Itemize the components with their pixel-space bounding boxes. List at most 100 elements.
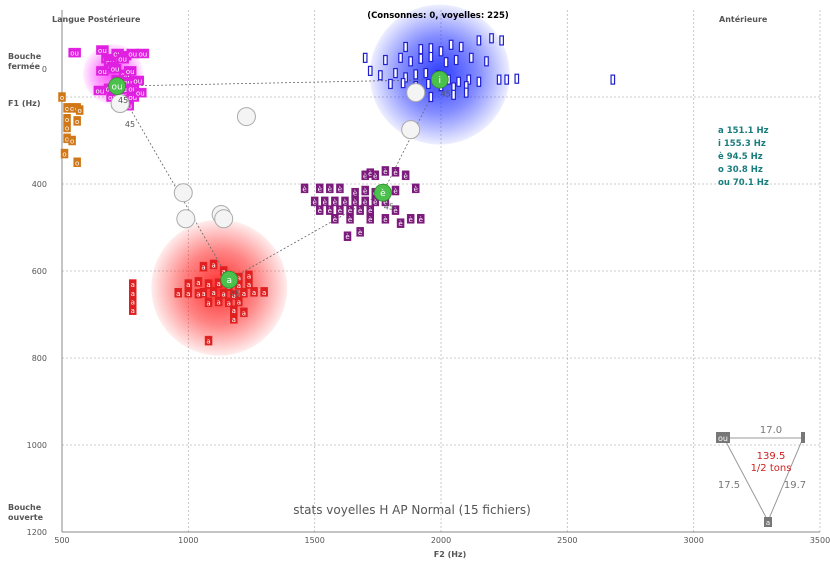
data-point (466, 74, 472, 85)
data-point-label: a (262, 289, 266, 297)
data-point-label: è (318, 207, 322, 215)
white-marker (236, 107, 256, 127)
data-point-label: o (65, 135, 69, 143)
data-point-label: a (247, 281, 251, 289)
white-marker (110, 94, 130, 114)
data-point-label: a (131, 307, 135, 315)
data-point: o (68, 135, 76, 146)
data-point (458, 41, 464, 53)
data-point-box (250, 287, 258, 297)
data-point-box (378, 70, 383, 81)
data-point: a (235, 296, 243, 306)
corner-label-back: Langue Postérieure (52, 15, 141, 24)
chart-title: (Consonnes: 0, voyelles: 225) (367, 11, 509, 21)
centroid-circle (373, 183, 392, 202)
stats-panel: a 151.1 Hz i 155.3 Hz è 94.5 Hz o 30.8 H… (718, 125, 769, 190)
data-point-box (184, 288, 193, 298)
stat-line: i 155.3 Hz (718, 139, 766, 149)
data-point: a (204, 335, 213, 346)
data-point (496, 74, 502, 85)
data-point: è (406, 214, 415, 224)
data-point-box (366, 214, 375, 224)
data-point-label: ou (136, 90, 145, 98)
data-point: o (63, 114, 71, 124)
data-point-label: ou (118, 56, 127, 64)
data-point: a (240, 307, 248, 317)
data-point-label: a (227, 299, 231, 307)
data-point-box (428, 51, 434, 63)
data-point: a (128, 296, 137, 306)
data-point-label: a (131, 298, 135, 306)
data-point-box (361, 185, 369, 196)
data-point: a (184, 288, 193, 298)
data-point-label: è (318, 185, 322, 193)
data-point-box (136, 48, 150, 59)
data-point (610, 74, 616, 85)
y-tick-label: 600 (32, 267, 47, 276)
stat-line: ou 70.1 Hz (718, 178, 769, 188)
data-point-label: ou (128, 85, 137, 93)
data-point-label: è (373, 198, 377, 206)
triangle-center-value: 139.5 (757, 451, 786, 462)
data-point-label: è (368, 207, 372, 215)
data-point: è (331, 214, 339, 224)
data-point-box (96, 66, 109, 76)
data-point-label: ou (98, 47, 107, 55)
y-axis-label: F1 (Hz) (8, 99, 40, 108)
data-point-label: o (62, 151, 66, 159)
data-point-label: a (196, 291, 200, 299)
data-point-label: è (383, 216, 387, 224)
data-point-label: è (409, 216, 413, 224)
data-point: è (411, 183, 420, 193)
data-point-label: è (383, 168, 387, 176)
data-point: è (391, 205, 400, 215)
data-point: è (341, 196, 349, 206)
data-point-label: ou (138, 51, 147, 59)
data-point-label: a (131, 290, 135, 298)
data-point-label: è (363, 188, 367, 196)
centroid-circle (220, 270, 239, 289)
data-point (426, 78, 431, 90)
data-point (413, 69, 419, 80)
data-point (428, 51, 434, 63)
data-point: a (209, 259, 218, 269)
corner-label-front: Antérieure (719, 15, 768, 24)
data-point: ou (96, 45, 109, 55)
data-point: a (128, 288, 137, 298)
data-point-box (391, 185, 400, 196)
white-marker (173, 183, 193, 203)
data-point: o (73, 116, 81, 126)
data-point-box (466, 74, 472, 85)
data-point-label: a (222, 268, 226, 276)
data-point: ou (116, 53, 129, 64)
data-point: o (75, 105, 84, 115)
data-point-box (219, 288, 228, 299)
x-tick-label: 3000 (683, 536, 703, 545)
data-point-box (351, 196, 359, 207)
data-point: a (214, 296, 223, 306)
data-point-box (406, 214, 415, 224)
data-point (393, 67, 398, 79)
data-point-label: è (363, 198, 367, 206)
data-point: ou (93, 85, 107, 95)
data-point (378, 70, 383, 81)
triangle-corner-label: a (766, 519, 770, 527)
data-point-label: è (333, 216, 337, 224)
data-point-label: è (313, 198, 317, 206)
x-tick-label: 1500 (304, 536, 324, 545)
data-point-label: a (131, 281, 135, 289)
data-point-box (403, 72, 408, 83)
data-point: è (356, 227, 364, 237)
data-point-box (388, 78, 393, 90)
data-point-box (484, 56, 489, 67)
data-point-box (204, 279, 213, 289)
data-point (476, 76, 482, 87)
data-point-label: a (211, 261, 215, 269)
data-point-label: è (373, 172, 377, 180)
data-point: a (199, 261, 208, 272)
data-point: o (73, 157, 81, 167)
data-point: è (356, 205, 364, 215)
triangle-corner-label: ou (718, 434, 728, 443)
centroid-marker: a45 (220, 270, 240, 299)
